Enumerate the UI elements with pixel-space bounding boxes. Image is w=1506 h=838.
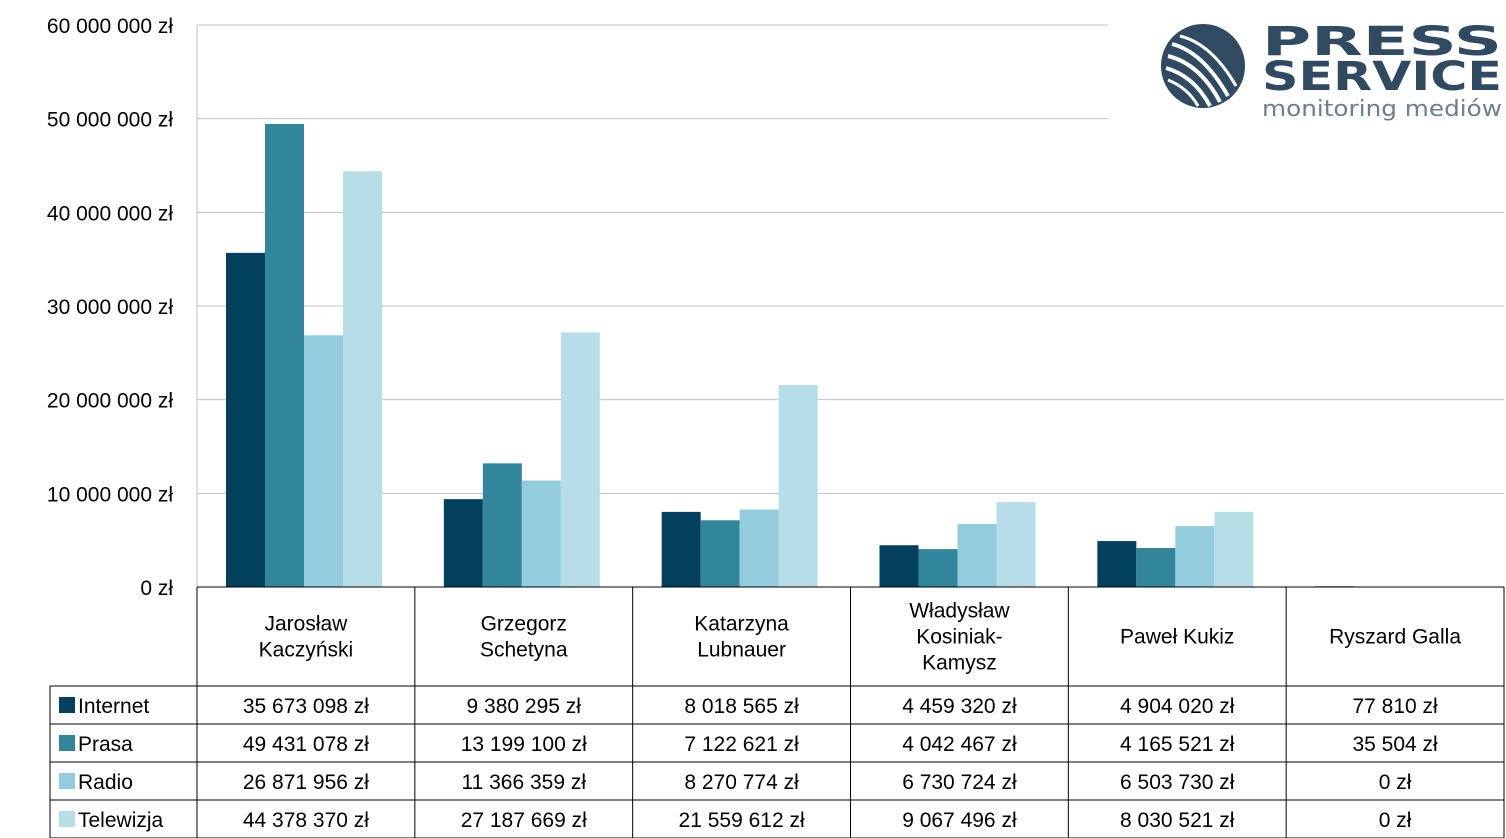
grid-lines [196, 24, 1504, 588]
table-cell-radio-4: 6 503 730 zł [1120, 771, 1235, 794]
table-cell-prasa-0: 49 431 078 zł [243, 733, 369, 756]
logo-line2: SERVICE [1262, 54, 1502, 100]
bar-prasa-0 [265, 123, 304, 587]
legend-swatch-internet [59, 697, 75, 713]
bar-internet-1 [443, 499, 483, 587]
category-label: Ryszard Galla [1329, 626, 1461, 649]
bar-radio-2 [739, 509, 779, 587]
table-cell-radio-0: 26 871 956 zł [243, 771, 369, 794]
table-cell-prasa-3: 4 042 467 zł [902, 733, 1017, 756]
logo-line3: monitoring mediów [1262, 97, 1502, 122]
bar-telewizja-4 [1214, 511, 1254, 587]
bar-internet-2 [661, 511, 701, 587]
y-tick-label: 0 zł [140, 577, 173, 600]
table-cell-telewizja-2: 21 559 612 zł [679, 809, 805, 832]
bar-internet-3 [879, 545, 919, 587]
bar-radio-0 [304, 335, 343, 587]
logo-line1: PRESS [1262, 19, 1502, 65]
table-cell-internet-5: 77 810 zł [1352, 695, 1438, 718]
legend-swatch-telewizja [59, 811, 75, 827]
table-cell-internet-2: 8 018 565 zł [684, 695, 799, 718]
bar-internet-4 [1097, 541, 1137, 587]
table-cell-telewizja-3: 9 067 496 zł [902, 809, 1017, 832]
legend-swatch-prasa [59, 735, 75, 751]
bars [226, 123, 1394, 587]
y-tick-label: 60 000 000 zł [47, 15, 173, 38]
legend-label-prasa: Prasa [78, 733, 133, 756]
legend-swatch-radio [59, 773, 75, 789]
y-tick-label: 50 000 000 zł [47, 109, 173, 132]
table-cell-radio-3: 6 730 724 zł [902, 771, 1017, 794]
legend-label-internet: Internet [78, 695, 149, 718]
category-label: Katarzyna Lubnauer [694, 613, 789, 662]
y-axis-ticks: 0 zł 10 000 000 zł 20 000 000 zł 30 000 000… [47, 15, 173, 600]
bar-radio-4 [1175, 526, 1215, 587]
table-cell-telewizja-5: 0 zł [1379, 809, 1412, 832]
bar-prasa-1 [482, 463, 522, 587]
table-cell-telewizja-0: 44 378 370 zł [243, 809, 369, 832]
y-tick-label: 40 000 000 zł [47, 202, 173, 225]
bar-radio-3 [957, 523, 997, 587]
bar-telewizja-0 [343, 171, 382, 587]
table-cell-telewizja-1: 27 187 669 zł [461, 809, 587, 832]
table-cell-prasa-4: 4 165 521 zł [1120, 733, 1235, 756]
category-label: Jarosław Kaczyński [259, 613, 354, 662]
data-table: Jarosław Kaczyński Grzegorz Schetyna Katarzy… [49, 586, 1505, 838]
table-cell-internet-4: 4 904 020 zł [1120, 695, 1235, 718]
bar-telewizja-3 [996, 502, 1036, 587]
bar-radio-1 [521, 480, 561, 587]
table-cell-prasa-2: 7 122 621 zł [684, 733, 799, 756]
table-cell-prasa-5: 35 504 zł [1352, 733, 1438, 756]
bar-telewizja-1 [560, 332, 600, 587]
table-cell-radio-5: 0 zł [1379, 771, 1412, 794]
bar-telewizja-2 [778, 385, 818, 587]
y-tick-label: 20 000 000 zł [47, 390, 173, 413]
logo-emblem [1161, 24, 1245, 108]
press-service-logo: PRESS SERVICE monitoring mediów [1108, 18, 1506, 124]
category-label: Władysław Kosiniak-Kamysz [909, 600, 1010, 675]
table-cell-prasa-1: 13 199 100 zł [461, 733, 587, 756]
table-cell-radio-1: 11 366 359 zł [461, 771, 586, 794]
bar-internet-0 [226, 252, 265, 587]
table-cell-internet-3: 4 459 320 zł [902, 695, 1017, 718]
bar-prasa-3 [918, 549, 958, 587]
table-cell-telewizja-4: 8 030 521 zł [1120, 809, 1235, 832]
table-cell-internet-1: 9 380 295 zł [467, 695, 582, 718]
table-cell-radio-2: 8 270 774 zł [684, 771, 799, 794]
bar-prasa-2 [700, 520, 740, 587]
table-cell-internet-0: 35 673 098 zł [243, 695, 369, 718]
category-label: Paweł Kukiz [1120, 626, 1234, 649]
y-tick-label: 10 000 000 zł [47, 483, 173, 506]
bar-prasa-4 [1136, 547, 1176, 587]
category-label: Grzegorz Schetyna [480, 613, 568, 662]
y-tick-label: 30 000 000 zł [47, 296, 173, 319]
legend-label-radio: Radio [78, 771, 133, 794]
legend-label-telewizja: Telewizja [78, 809, 164, 832]
